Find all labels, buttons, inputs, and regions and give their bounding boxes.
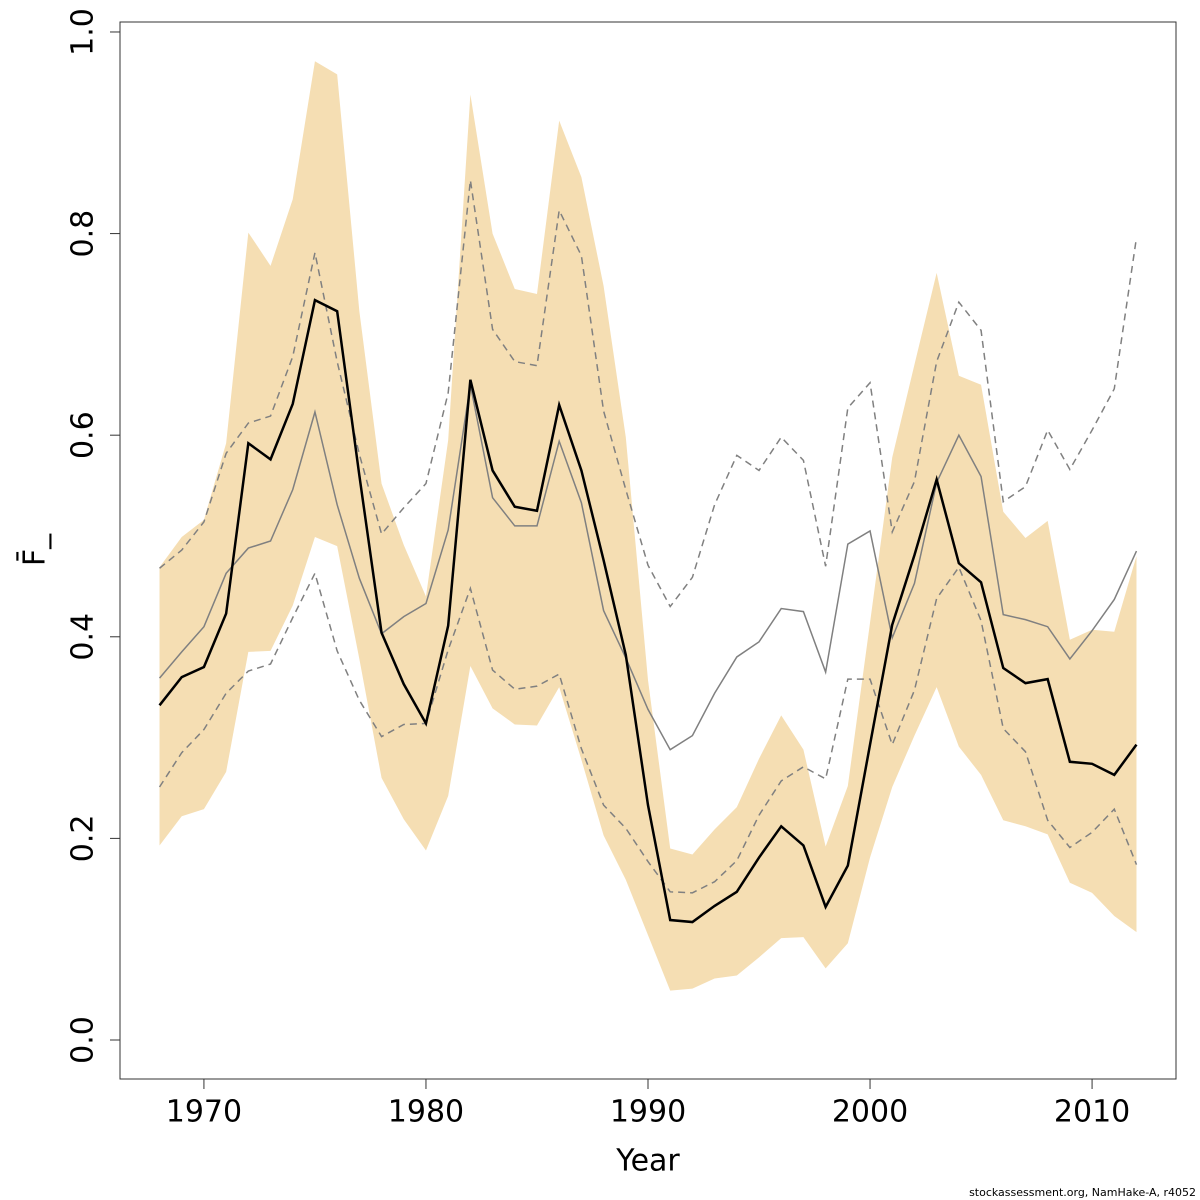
- x-axis-label: Year: [615, 1144, 680, 1179]
- footer: stockassessment.org, NamHake-A, r4052: [969, 1186, 1196, 1199]
- y-tick-label: 0.8: [66, 210, 101, 258]
- confidence-band: [159, 61, 1137, 991]
- y-tick-label: 0.6: [66, 411, 101, 459]
- y-tick-label: 0.2: [66, 815, 101, 863]
- x-tick-label: 1970: [166, 1095, 242, 1130]
- y-tick-label: 0.0: [66, 1016, 101, 1064]
- x-tick-label: 1990: [610, 1095, 686, 1130]
- y-tick-label: 0.4: [66, 613, 101, 661]
- series-line: [158, 384, 1138, 751]
- y-tick-label: 1.0: [66, 8, 101, 56]
- series-line: [158, 565, 1138, 894]
- x-tick-label: 2010: [1054, 1095, 1130, 1130]
- y-axis-label: F̄_: [16, 533, 52, 566]
- series-line: [158, 298, 1138, 924]
- series-line: [159, 180, 1138, 608]
- x-tick-label: 1980: [388, 1095, 464, 1130]
- x-tick-label: 2000: [832, 1095, 908, 1130]
